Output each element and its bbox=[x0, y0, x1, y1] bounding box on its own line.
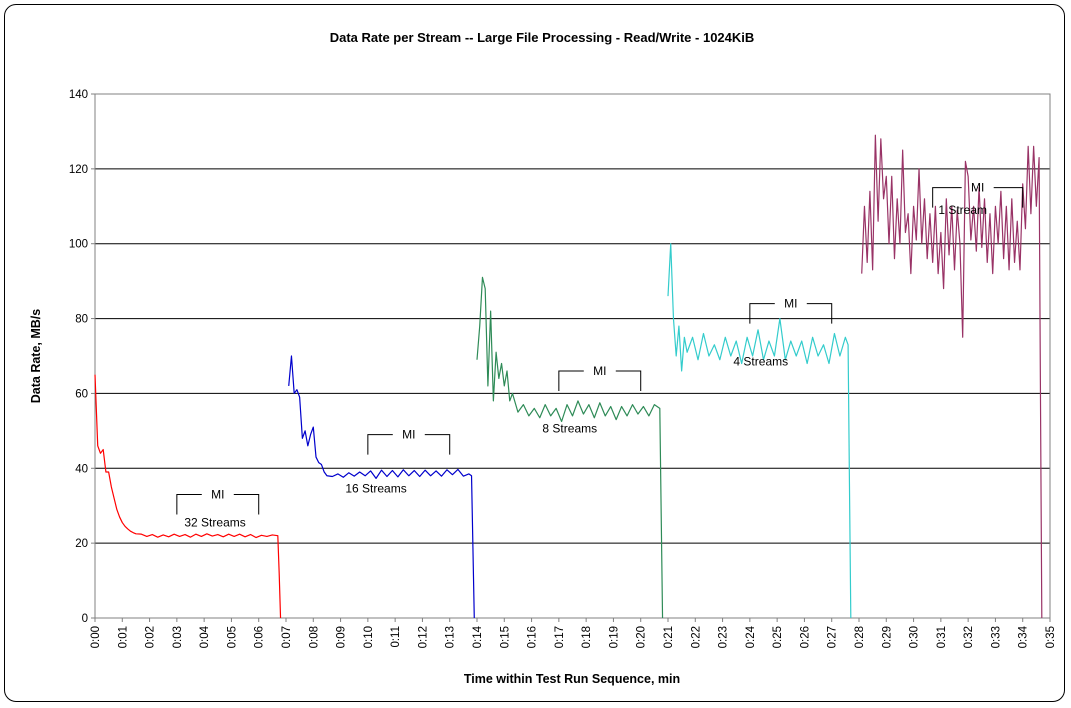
y-tick-label: 40 bbox=[75, 463, 88, 475]
x-tick-label: 0:31 bbox=[936, 626, 948, 648]
x-tick-label: 0:00 bbox=[90, 626, 102, 648]
series-line-32-streams bbox=[94, 374, 282, 619]
x-tick-label: 0:13 bbox=[445, 626, 457, 648]
y-tick-label: 60 bbox=[75, 388, 88, 400]
y-tick-label: 0 bbox=[82, 613, 88, 625]
x-tick-label: 0:20 bbox=[636, 626, 648, 648]
chart-title: Data Rate per Stream -- Large File Proce… bbox=[330, 30, 755, 45]
x-tick-label: 0:03 bbox=[172, 626, 184, 648]
series-label-32-streams: 32 Streams bbox=[184, 515, 245, 529]
x-tick-label: 0:06 bbox=[254, 626, 266, 648]
y-tick-label: 80 bbox=[75, 314, 88, 326]
x-tick-label: 0:21 bbox=[663, 626, 675, 648]
y-axis-label: Data Rate, MB/s bbox=[29, 309, 43, 404]
x-tick-label: 0:27 bbox=[827, 626, 839, 648]
x-tick-label: 0:15 bbox=[499, 626, 511, 648]
x-tick-label: 0:26 bbox=[799, 626, 811, 648]
x-tick-label: 0:08 bbox=[308, 626, 320, 648]
series-label-1-stream: 1 Stream bbox=[938, 203, 987, 217]
x-tick-label: 0:07 bbox=[281, 626, 293, 648]
x-tick-label: 0:28 bbox=[854, 626, 866, 648]
x-tick-label: 0:24 bbox=[745, 625, 757, 648]
x-tick-label: 0:30 bbox=[909, 626, 921, 648]
x-tick-label: 0:33 bbox=[990, 626, 1002, 648]
series-label-4-streams: 4 Streams bbox=[733, 354, 788, 368]
y-tick-label: 120 bbox=[69, 164, 88, 176]
mi-bracket-4-streams: MI bbox=[749, 297, 833, 324]
x-tick-label: 0:35 bbox=[1045, 626, 1057, 648]
x-tick-label: 0:29 bbox=[881, 626, 893, 648]
x-tick-label: 0:05 bbox=[226, 626, 238, 648]
x-tick-label: 0:12 bbox=[417, 626, 429, 648]
mi-label: MI bbox=[971, 181, 984, 195]
grid-layer bbox=[95, 168, 1050, 544]
x-tick-label: 0:16 bbox=[527, 626, 539, 648]
x-tick-label: 0:23 bbox=[718, 626, 730, 648]
x-tick-label: 0:25 bbox=[772, 626, 784, 648]
mi-label: MI bbox=[784, 297, 797, 311]
y-axis: 0 20 40 60 80 100 120 140 bbox=[69, 89, 95, 625]
series-layer bbox=[94, 134, 1043, 619]
y-tick-label: 20 bbox=[75, 538, 88, 550]
x-tick-label: 0:09 bbox=[336, 626, 348, 648]
mi-label: MI bbox=[211, 487, 224, 501]
mi-bracket-16-streams: MI bbox=[367, 428, 451, 455]
x-tick-label: 0:19 bbox=[608, 626, 620, 648]
plot-area bbox=[94, 93, 1051, 619]
series-label-16-streams: 16 Streams bbox=[345, 482, 406, 496]
mi-bracket-1-stream: MI bbox=[932, 181, 1024, 208]
x-tick-label: 0:11 bbox=[390, 626, 402, 648]
series-label-8-streams: 8 Streams bbox=[542, 422, 597, 436]
x-tick-label: 0:14 bbox=[472, 625, 484, 648]
series-line-8-streams bbox=[476, 276, 664, 619]
annotation-layer: MI 32 Streams MI 16 Streams MI 8 Streams MI 4 S… bbox=[176, 181, 1024, 529]
series-line-4-streams bbox=[667, 243, 852, 619]
x-tick-label: 0:18 bbox=[581, 626, 593, 648]
chart-frame bbox=[4, 4, 1065, 702]
mi-label: MI bbox=[593, 364, 606, 378]
y-tick-label: 140 bbox=[69, 89, 88, 101]
x-axis-label: Time within Test Run Sequence, min bbox=[464, 672, 680, 686]
mi-bracket-8-streams: MI bbox=[558, 364, 642, 391]
x-tick-label: 0:01 bbox=[117, 626, 129, 648]
x-tick-label: 0:04 bbox=[199, 625, 211, 648]
mi-label: MI bbox=[402, 428, 415, 442]
x-axis: 0:00 0:01 0:02 0:03 0:04 0:05 0:06 0:07 0:08 0:09… bbox=[90, 618, 1057, 648]
x-tick-label: 0:17 bbox=[554, 626, 566, 648]
y-tick-label: 100 bbox=[69, 239, 88, 251]
mi-bracket-32-streams: MI bbox=[176, 487, 260, 515]
x-tick-label: 0:34 bbox=[1018, 625, 1030, 648]
x-tick-label: 0:02 bbox=[145, 626, 157, 648]
x-tick-label: 0:10 bbox=[363, 626, 375, 648]
x-tick-label: 0:32 bbox=[963, 626, 975, 648]
series-line-16-streams bbox=[288, 355, 475, 619]
x-tick-label: 0:22 bbox=[690, 626, 702, 648]
series-line-1-stream bbox=[861, 134, 1043, 619]
